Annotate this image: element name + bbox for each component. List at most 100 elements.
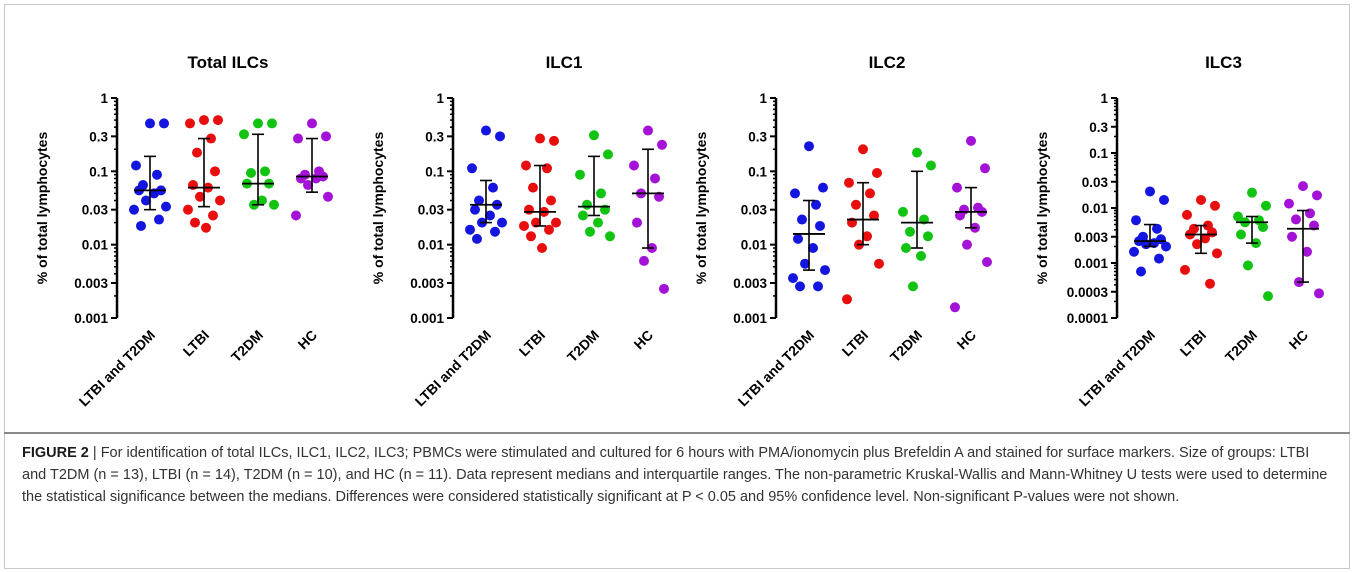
data-point bbox=[818, 182, 828, 193]
chart-title: ILC1 bbox=[546, 53, 583, 72]
data-point bbox=[1192, 239, 1202, 250]
data-point bbox=[1161, 241, 1171, 252]
x-tick-label: T2DM bbox=[564, 327, 602, 365]
data-point bbox=[955, 210, 965, 221]
data-point bbox=[472, 233, 482, 244]
data-point bbox=[980, 163, 990, 174]
data-point bbox=[474, 195, 484, 206]
data-point bbox=[639, 255, 649, 266]
data-point bbox=[820, 265, 830, 276]
chart-panel-4: ILC3 % of total lymphocytes 1 0.3 0.1 0.03 0.0… bbox=[1034, 53, 1324, 409]
data-point bbox=[578, 210, 588, 221]
y-tick-label: 0.003 bbox=[410, 276, 444, 291]
figure-frame bbox=[4, 4, 1350, 569]
data-point bbox=[952, 182, 962, 193]
data-point bbox=[844, 177, 854, 188]
data-point bbox=[1180, 264, 1190, 275]
x-tick-label: LTBI and T2DM bbox=[735, 327, 818, 410]
data-point bbox=[605, 231, 615, 242]
data-point bbox=[1159, 194, 1169, 205]
data-point bbox=[790, 188, 800, 199]
data-point bbox=[596, 188, 606, 199]
data-point bbox=[632, 217, 642, 228]
y-axis-label: % of total lymphocytes bbox=[34, 132, 50, 285]
y-tick-label: 0.1 bbox=[425, 164, 444, 179]
x-tick-label: T2DM bbox=[228, 327, 266, 365]
data-point bbox=[795, 281, 805, 292]
data-point bbox=[657, 139, 667, 150]
data-point bbox=[1247, 187, 1257, 198]
data-point bbox=[905, 226, 915, 237]
data-point bbox=[141, 195, 151, 206]
data-point bbox=[307, 118, 317, 129]
data-point bbox=[862, 231, 872, 242]
y-tick-label: 0.3 bbox=[1089, 120, 1108, 135]
data-point bbox=[136, 220, 146, 231]
data-point bbox=[551, 217, 561, 228]
chart-title: Total ILCs bbox=[188, 53, 269, 72]
y-tick-label: 0.03 bbox=[1082, 175, 1109, 190]
y-tick-label: 0.01 bbox=[741, 238, 768, 253]
data-point bbox=[188, 180, 198, 191]
data-point bbox=[1131, 215, 1141, 226]
data-point bbox=[195, 191, 205, 202]
y-axis-label: % of total lymphocytes bbox=[370, 132, 386, 285]
y-tick-label: 0.01 bbox=[1082, 201, 1109, 216]
y-tick-label: 1 bbox=[1100, 91, 1108, 106]
data-point bbox=[629, 160, 639, 171]
data-point bbox=[495, 131, 505, 142]
data-point bbox=[1154, 253, 1164, 264]
data-point bbox=[908, 281, 918, 292]
data-point bbox=[950, 302, 960, 313]
data-point bbox=[1284, 198, 1294, 209]
y-tick-label: 0.001 bbox=[74, 311, 108, 326]
data-point bbox=[797, 214, 807, 225]
data-point bbox=[267, 118, 277, 129]
data-point bbox=[239, 129, 249, 140]
data-point bbox=[872, 167, 882, 178]
y-tick-label: 1 bbox=[759, 91, 767, 106]
figure-charts: Total ILCs % of total lymphocytes 1 0.3 0.1 0… bbox=[34, 53, 1324, 410]
data-point bbox=[183, 204, 193, 215]
data-point bbox=[966, 135, 976, 146]
data-point bbox=[481, 125, 491, 136]
data-point bbox=[1314, 288, 1324, 299]
data-point bbox=[291, 210, 301, 221]
figure-caption: FIGURE 2 | For identification of total I… bbox=[22, 442, 1332, 508]
data-point bbox=[154, 214, 164, 225]
data-point bbox=[1287, 231, 1297, 242]
y-tick-label: 0.03 bbox=[82, 203, 109, 218]
y-tick-label: 0.1 bbox=[748, 164, 767, 179]
data-point bbox=[293, 133, 303, 144]
data-point bbox=[531, 217, 541, 228]
data-point bbox=[800, 258, 810, 269]
data-point bbox=[201, 222, 211, 233]
data-point bbox=[546, 195, 556, 206]
y-tick-label: 0.03 bbox=[418, 203, 445, 218]
data-point bbox=[199, 115, 209, 126]
data-point bbox=[190, 217, 200, 228]
x-tick-label: LTBI bbox=[1177, 327, 1210, 360]
y-tick-label: 0.0003 bbox=[1067, 285, 1109, 300]
x-tick-label: HC bbox=[953, 327, 979, 353]
y-tick-label: 0.1 bbox=[89, 164, 108, 179]
data-point bbox=[1233, 211, 1243, 222]
data-point bbox=[1196, 194, 1206, 205]
data-point bbox=[916, 251, 926, 262]
data-point bbox=[926, 160, 936, 171]
data-point bbox=[192, 147, 202, 158]
data-point bbox=[804, 141, 814, 152]
data-point bbox=[643, 125, 653, 136]
data-point bbox=[815, 220, 825, 231]
data-point bbox=[1210, 200, 1220, 211]
data-point bbox=[923, 231, 933, 242]
data-point bbox=[206, 133, 216, 144]
x-tick-label: LTBI bbox=[839, 327, 872, 360]
x-tick-label: HC bbox=[294, 327, 320, 353]
data-point bbox=[490, 226, 500, 237]
x-tick-label: LTBI and T2DM bbox=[412, 327, 495, 410]
data-point bbox=[129, 204, 139, 215]
data-point bbox=[521, 160, 531, 171]
x-tick-label: T2DM bbox=[1222, 327, 1260, 365]
y-tick-label: 0.01 bbox=[418, 238, 445, 253]
